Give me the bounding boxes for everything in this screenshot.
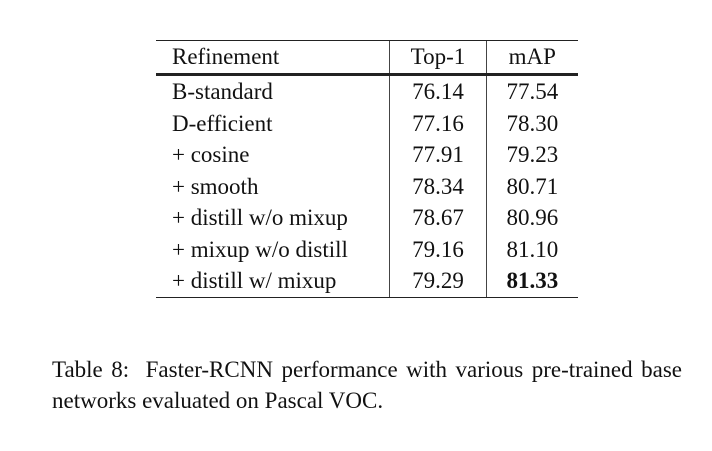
- row-top1: 77.16: [389, 107, 487, 139]
- row-refinement: + distill w/ mixup: [156, 265, 390, 298]
- header-top1: Top-1: [389, 40, 487, 76]
- row-map: 78.30: [485, 107, 578, 139]
- row-top1: 78.67: [389, 202, 487, 234]
- row-refinement: + cosine: [172, 142, 250, 167]
- row-top1: 79.16: [389, 233, 487, 265]
- row-refinement: D-efficient: [172, 110, 273, 136]
- table-row: + cosine 77.91 79.23: [156, 139, 578, 171]
- row-map-best: 81.33: [485, 265, 578, 298]
- row-map: 79.23: [485, 139, 578, 171]
- row-top1: 77.91: [389, 139, 487, 171]
- row-refinement: + smooth: [172, 173, 259, 199]
- table-row: + smooth 78.34 80.71: [156, 170, 578, 202]
- header-map: mAP: [485, 40, 578, 76]
- row-map: 81.10: [485, 233, 578, 265]
- row-top1: 78.34: [389, 170, 487, 202]
- results-table-container: Refinement Top-1 mAP B-standard 76.14 77…: [156, 40, 578, 298]
- table-caption: Table 8: Faster-RCNN performance with va…: [52, 354, 682, 416]
- row-map: 80.96: [485, 202, 578, 234]
- row-refinement: + mixup w/o distill: [172, 236, 348, 262]
- row-refinement: B-standard: [172, 79, 273, 104]
- caption-label: Table 8:: [52, 357, 130, 382]
- row-top1: 79.29: [389, 265, 487, 298]
- row-refinement: + distill w/o mixup: [172, 205, 348, 230]
- row-top1: 76.14: [389, 74, 487, 108]
- table-row: + distill w/o mixup 78.67 80.96: [156, 202, 578, 234]
- results-table: Refinement Top-1 mAP B-standard 76.14 77…: [156, 40, 578, 298]
- table-row: + distill w/ mixup 79.29 81.33: [156, 265, 578, 298]
- header-refinement: Refinement: [156, 40, 390, 76]
- table-header-row: Refinement Top-1 mAP: [156, 40, 578, 76]
- row-map: 80.71: [485, 170, 578, 202]
- table-row: + mixup w/o distill 79.16 81.10: [156, 233, 578, 265]
- table-row: B-standard 76.14 77.54: [156, 74, 578, 108]
- row-map: 77.54: [485, 74, 578, 108]
- table-row: D-efficient 77.16 78.30: [156, 107, 578, 139]
- caption-text: Faster-RCNN performance with various pre…: [52, 357, 682, 413]
